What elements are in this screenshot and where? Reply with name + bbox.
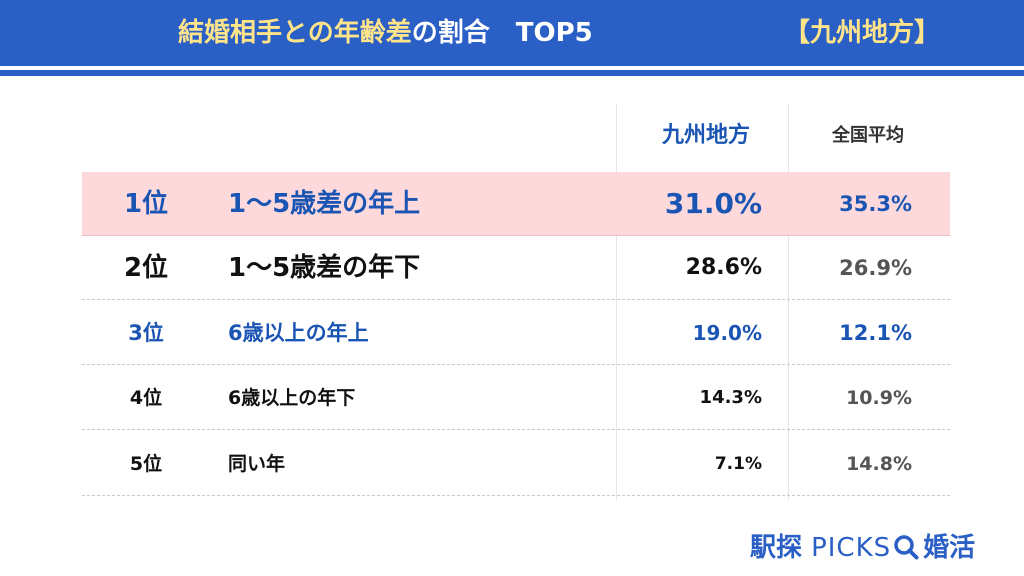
row-label: 1〜5歳差の年下 bbox=[228, 253, 421, 283]
value-kyushu: 28.6% bbox=[685, 255, 762, 280]
value-kyushu: 7.1% bbox=[714, 454, 762, 474]
table-row-3: 3位 6歳以上の年上 19.0% 12.1% bbox=[82, 301, 950, 365]
value-national: 35.3% bbox=[839, 192, 912, 216]
table-row-4: 4位 6歳以上の年下 14.3% 10.9% bbox=[82, 366, 950, 430]
value-national: 10.9% bbox=[846, 387, 912, 409]
value-national: 26.9% bbox=[839, 256, 912, 280]
page-title: 結婚相手との年齢差の割合 TOP5 bbox=[178, 14, 593, 52]
title-highlight: 結婚相手との年齢差 bbox=[178, 18, 412, 48]
ranking-table: 九州地方 全国平均 1位 1〜5歳差の年上 31.0% 35.3% 2位 1〜5… bbox=[82, 104, 950, 500]
region-tag: 【九州地方】 bbox=[784, 18, 941, 48]
rank-label: 5位 bbox=[129, 453, 163, 475]
brand-suffix: 婚活 bbox=[923, 533, 976, 563]
table-row-2: 2位 1〜5歳差の年下 28.6% 26.9% bbox=[82, 236, 950, 300]
rank-label: 2位 bbox=[123, 253, 169, 283]
row-label: 6歳以上の年下 bbox=[228, 387, 356, 409]
title-rest: の割合 bbox=[411, 18, 490, 48]
brand-logo: 駅探 PICKS 婚活 bbox=[750, 530, 975, 566]
value-kyushu: 14.3% bbox=[699, 387, 762, 408]
search-icon bbox=[894, 535, 919, 560]
table-row-5: 5位 同い年 7.1% 14.8% bbox=[82, 432, 950, 496]
column-header-national: 全国平均 bbox=[832, 125, 904, 146]
row-label: 6歳以上の年上 bbox=[228, 321, 369, 345]
column-header-kyushu: 九州地方 bbox=[661, 123, 750, 148]
value-national: 12.1% bbox=[839, 321, 912, 345]
value-kyushu: 19.0% bbox=[692, 321, 762, 345]
value-national: 14.8% bbox=[846, 453, 912, 475]
column-divider-national bbox=[788, 104, 789, 500]
column-divider-kyushu bbox=[616, 104, 617, 500]
brand-jp: 駅探 bbox=[750, 533, 803, 563]
title-top: TOP5 bbox=[515, 18, 593, 48]
row-label: 1〜5歳差の年上 bbox=[228, 189, 421, 219]
table-row-1: 1位 1〜5歳差の年上 31.0% 35.3% bbox=[82, 172, 950, 236]
header-stripe bbox=[0, 70, 1024, 76]
value-kyushu: 31.0% bbox=[664, 187, 762, 220]
row-label: 同い年 bbox=[228, 453, 286, 475]
rank-label: 3位 bbox=[128, 321, 164, 345]
header-bar bbox=[0, 0, 1024, 66]
rank-label: 1位 bbox=[123, 189, 169, 219]
brand-en: PICKS bbox=[811, 533, 892, 563]
rank-label: 4位 bbox=[129, 387, 163, 409]
